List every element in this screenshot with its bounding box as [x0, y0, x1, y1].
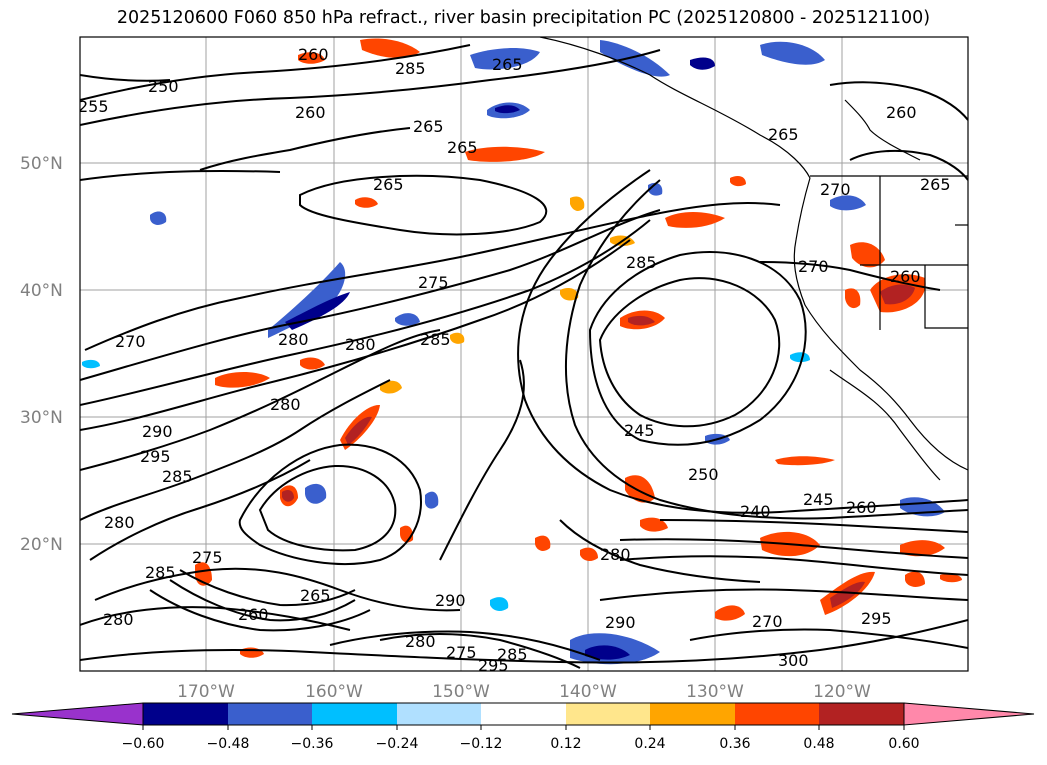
- contour-label: 265: [447, 138, 478, 157]
- contour-label: 265: [492, 55, 523, 74]
- colorbar-tick-label: −0.24: [376, 736, 419, 752]
- contour-label: 260: [886, 103, 917, 122]
- lat-label-30n: 30°N: [20, 408, 63, 428]
- colorbar-bin: [566, 703, 650, 725]
- colorbar-tick-label: 0.36: [719, 736, 750, 752]
- contour-label: 275: [192, 548, 223, 567]
- colorbar-bin: [819, 703, 904, 725]
- contour-label: 265: [920, 175, 951, 194]
- longitude-labels: 170°W 160°W 150°W 140°W 130°W 120°W: [177, 682, 871, 702]
- map-border: [79, 36, 969, 672]
- contour-label: 285: [145, 563, 176, 582]
- contour-label: 255: [78, 97, 109, 116]
- contour-label: 285: [395, 59, 426, 78]
- colorbar-tick-label: −0.12: [460, 736, 503, 752]
- contour-label: 300: [778, 651, 809, 670]
- contour-label: 245: [803, 490, 834, 509]
- contour-label: 280: [270, 395, 301, 414]
- map-title: 2025120600 F060 850 hPa refract., river …: [116, 8, 931, 28]
- lat-label-40n: 40°N: [20, 281, 63, 301]
- contour-label: 250: [688, 465, 719, 484]
- colorbar-tick-label: −0.48: [207, 736, 250, 752]
- colorbar-min-extend: [11, 702, 144, 726]
- colorbar-bin: [228, 703, 312, 725]
- lon-label-140w: 140°W: [559, 682, 617, 702]
- contour-label: 280: [103, 610, 134, 629]
- map-frame: [80, 37, 968, 671]
- contour-label: 275: [446, 643, 477, 662]
- contour-label: 295: [478, 656, 509, 675]
- contour-label: 280: [104, 513, 135, 532]
- lon-label-160w: 160°W: [305, 682, 363, 702]
- contour-label: 260: [238, 605, 269, 624]
- lon-label-170w: 170°W: [177, 682, 235, 702]
- lon-label-120w: 120°W: [813, 682, 871, 702]
- contour-label: 250: [148, 77, 179, 96]
- contour-label: 265: [768, 125, 799, 144]
- colorbar-bin: [650, 703, 735, 725]
- latitude-labels: 50°N 40°N 30°N 20°N: [20, 154, 63, 555]
- contour-label: 285: [626, 253, 657, 272]
- colorbar-tick-label: 0.24: [634, 736, 665, 752]
- colorbar-tick-label: −0.60: [122, 736, 165, 752]
- contour-label: 265: [413, 117, 444, 136]
- contour-label: 260: [846, 498, 877, 517]
- lon-label-150w: 150°W: [432, 682, 490, 702]
- colorbar-bin: [312, 703, 397, 725]
- refractivity-contours: [80, 44, 968, 669]
- contour-label: 280: [345, 335, 376, 354]
- contour-label: 260: [298, 45, 329, 64]
- contour-label: 260: [890, 267, 921, 286]
- contour-label: 260: [295, 103, 326, 122]
- colorbar-bin: [735, 703, 819, 725]
- lat-label-20n: 20°N: [20, 535, 63, 555]
- contour-label: 240: [740, 502, 771, 521]
- contour-labels: 250 255 260 265 265 265 260 265 260 270 …: [78, 45, 951, 675]
- colorbar-tick-label: 0.60: [888, 736, 919, 752]
- contour-label: 265: [300, 586, 331, 605]
- contour-label: 270: [820, 180, 851, 199]
- contour-label: 285: [497, 645, 528, 664]
- contour-label: 245: [624, 421, 655, 440]
- lat-label-50n: 50°N: [20, 154, 63, 174]
- contour-label: 285: [420, 330, 451, 349]
- colorbar-bin: [397, 703, 481, 725]
- contour-label: 270: [752, 612, 783, 631]
- contour-label: 295: [140, 447, 171, 466]
- colorbar-tick-label: 0.48: [803, 736, 834, 752]
- colorbar-tick-label: −0.36: [291, 736, 334, 752]
- contour-label: 280: [278, 330, 309, 349]
- colorbar-bin: [143, 703, 228, 725]
- contour-label: 295: [861, 609, 892, 628]
- contour-label: 285: [162, 467, 193, 486]
- contour-label: 290: [142, 422, 173, 441]
- colorbar-tick-label: 0.12: [550, 736, 581, 752]
- lon-label-130w: 130°W: [686, 682, 744, 702]
- contour-label: 280: [405, 632, 436, 651]
- contour-label: 270: [798, 257, 829, 276]
- contour-label: 280: [600, 545, 631, 564]
- colorbar: −0.60 −0.48 −0.36 −0.24 −0.12 0.12 0.24 …: [11, 702, 1035, 752]
- contour-label: 265: [373, 175, 404, 194]
- contour-label: 290: [605, 613, 636, 632]
- colorbar-bin: [481, 703, 566, 725]
- contour-label: 270: [115, 332, 146, 351]
- gridlines: [80, 37, 968, 671]
- colorbar-max-extend: [903, 702, 1035, 726]
- colorbar-outline: [142, 702, 905, 726]
- contour-label: 275: [418, 273, 449, 292]
- contour-label: 290: [435, 591, 466, 610]
